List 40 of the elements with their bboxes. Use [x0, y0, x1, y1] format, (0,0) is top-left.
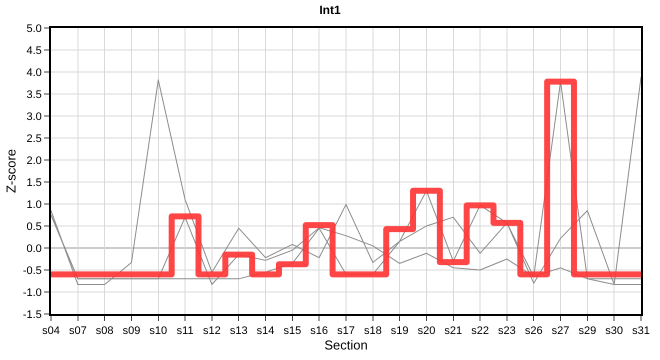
x-tick-label: s15: [283, 325, 302, 338]
y-tick-label: 1.5: [26, 176, 42, 189]
x-tick-label: s14: [256, 325, 274, 338]
x-tick-label: s07: [68, 325, 87, 338]
x-axis-title: Section: [324, 337, 368, 352]
x-tick-label: s27: [552, 325, 570, 338]
x-tick-label: s17: [337, 325, 355, 338]
y-tick-label: 1.0: [26, 198, 42, 211]
y-tick-label: 5.0: [26, 22, 42, 35]
y-axis-title: Z-score: [3, 148, 18, 194]
x-tick-label: s11: [176, 325, 194, 338]
x-tick-label: s20: [418, 325, 436, 338]
y-tick-label: 0.0: [26, 242, 42, 255]
y-tick-label: -0.5: [22, 264, 42, 277]
x-tick-label: s12: [203, 325, 221, 338]
y-tick-label: 2.5: [26, 132, 42, 145]
x-tick-label: s26: [524, 325, 543, 338]
y-tick-label: 2.0: [26, 154, 42, 167]
x-tick-label: s21: [444, 325, 462, 338]
y-tick-label: -1.0: [22, 286, 42, 299]
y-tick-label: 4.0: [26, 66, 42, 79]
x-tick-label: s31: [632, 325, 650, 338]
x-tick-label: s19: [390, 325, 409, 338]
x-tick-label: s13: [230, 325, 248, 338]
chart-title: Int1: [319, 2, 341, 17]
x-tick-label: s09: [122, 325, 140, 338]
x-tick-label: s18: [364, 325, 382, 338]
x-tick-label: s23: [498, 325, 516, 338]
x-tick-label: s16: [310, 325, 328, 338]
y-tick-label: 3.0: [26, 110, 42, 123]
x-tick-label: s30: [605, 325, 624, 338]
x-tick-label: s22: [471, 325, 489, 338]
y-tick-label: 4.5: [26, 44, 42, 57]
x-tick-label: s08: [96, 325, 114, 338]
x-tick-label: s10: [149, 325, 168, 338]
y-tick-label: 0.5: [26, 220, 42, 233]
x-tick-label: s04: [42, 325, 60, 338]
y-tick-label: -1.5: [22, 308, 42, 321]
y-tick-label: 3.5: [26, 88, 42, 101]
x-tick-label: s29: [578, 325, 596, 338]
